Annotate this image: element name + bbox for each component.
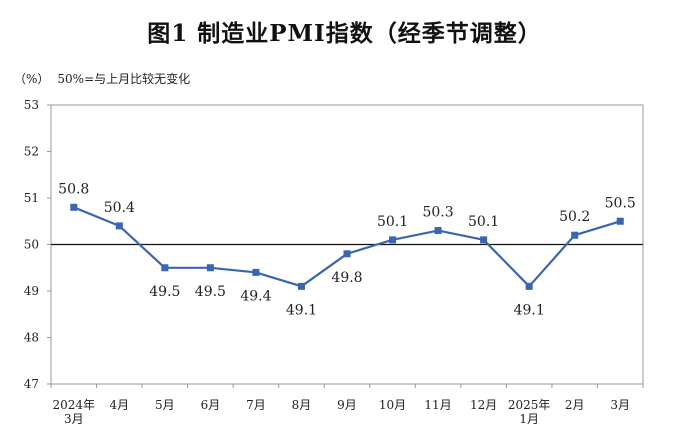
x-tick-label: 10月	[379, 398, 406, 412]
data-label: 50.1	[377, 214, 408, 230]
y-tick-label: 51	[24, 191, 39, 205]
x-tick-label: 3月	[610, 398, 630, 412]
data-point	[571, 231, 579, 239]
data-label: 49.1	[286, 302, 317, 318]
data-point	[389, 236, 397, 244]
reference-note: 50%=与上月比较无变化	[57, 72, 191, 86]
x-tick-label: 4月	[109, 398, 129, 412]
data-point	[480, 236, 488, 244]
chart-note: （%） 50%=与上月比较无变化	[14, 70, 190, 87]
data-label: 49.8	[331, 270, 362, 286]
y-tick-label: 50	[24, 238, 39, 252]
x-tick-label: 5月	[155, 398, 175, 412]
data-point	[115, 222, 123, 230]
data-label: 50.4	[104, 200, 135, 216]
x-tick-label: 9月	[337, 398, 357, 412]
data-point	[297, 282, 305, 290]
x-tick-label: 11月	[424, 398, 451, 412]
data-label: 49.4	[240, 288, 271, 304]
data-point	[70, 203, 78, 211]
x-tick-label: 3月	[64, 412, 84, 426]
x-tick-label: 6月	[201, 398, 221, 412]
data-label: 50.5	[605, 195, 636, 211]
y-tick-label: 52	[24, 145, 39, 159]
chart-title: 图1 制造业PMI指数（经季节调整）	[147, 20, 542, 47]
data-label: 50.2	[559, 209, 590, 225]
data-label: 49.1	[514, 302, 545, 318]
data-label: 49.5	[195, 284, 226, 300]
data-point	[161, 264, 169, 272]
unit-label: （%）	[14, 72, 50, 86]
data-point	[525, 282, 533, 290]
x-tick-label: 2025年	[508, 398, 551, 412]
data-point	[616, 217, 624, 225]
x-tick-label: 12月	[470, 398, 497, 412]
data-label: 49.5	[149, 284, 180, 300]
data-point	[206, 264, 214, 272]
x-tick-label: 8月	[292, 398, 312, 412]
data-label: 50.8	[58, 181, 89, 197]
y-tick-label: 49	[24, 284, 39, 298]
data-point	[252, 268, 260, 276]
data-label: 50.3	[422, 205, 453, 221]
y-tick-label: 48	[24, 331, 39, 345]
data-point	[343, 250, 351, 258]
x-tick-label: 2月	[565, 398, 585, 412]
y-tick-label: 53	[24, 98, 39, 112]
y-tick-label: 47	[24, 377, 39, 391]
x-tick-label: 1月	[519, 412, 539, 426]
x-tick-label: 2024年	[52, 398, 95, 412]
data-point	[434, 227, 442, 235]
data-label: 50.1	[468, 214, 499, 230]
x-tick-label: 7月	[246, 398, 266, 412]
